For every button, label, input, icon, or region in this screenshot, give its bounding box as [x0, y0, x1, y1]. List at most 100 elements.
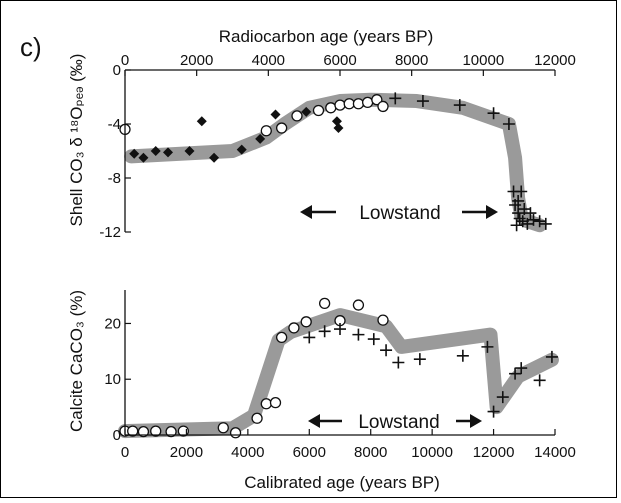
top-s0-diamond-point-9 [270, 109, 281, 120]
top-s2-plus-point-0 [389, 92, 402, 105]
bottom-axes: 0 2000 4000 6000 8000 10000 12000 14000 0 10 20 [104, 290, 576, 461]
top-x-tick-label: 4000 [252, 52, 285, 69]
bottom-s0-open-circle-point-17 [377, 314, 389, 326]
bottom-s1-plus-point-7 [413, 353, 426, 366]
top-s0-diamond-point-12 [333, 123, 344, 134]
top-y-tick-label: 0 [113, 62, 121, 79]
bottom-s0-open-circle-point-3 [150, 425, 162, 437]
bottom-s0-open-circle-point-10 [269, 397, 282, 409]
bottom-s0-open-circle-point-16 [352, 299, 365, 311]
top-y-tick-label: -4 [108, 116, 121, 133]
top-panel: 0 2000 4000 6000 8000 10000 12000 0 -4 -8 -12 Radi… [67, 27, 576, 241]
top-s1-open-circle-point-8 [352, 98, 365, 110]
top-s0-diamond-point-1 [138, 152, 149, 163]
bottom-s1-plus-point-9 [481, 340, 494, 353]
top-s0-diamond-point-6 [209, 152, 220, 163]
top-s2-plus-point-15 [524, 207, 537, 220]
top-s0-diamond-point-4 [184, 146, 195, 156]
top-y-tick-label: -12 [99, 224, 121, 241]
top-s2-plus-point-10 [513, 212, 526, 225]
bottom-s1-plus-point-2 [334, 323, 346, 336]
top-s2-plus-point-13 [518, 203, 531, 216]
top-s0-diamond-point-5 [196, 116, 207, 127]
bottom-x-tick-label: 10000 [411, 444, 453, 461]
bottom-s1-plus-point-13 [515, 362, 528, 375]
top-s1-open-circle-point-1 [260, 125, 272, 137]
top-s2-plus-point-7 [510, 219, 523, 232]
top-s2-plus-point-1 [416, 95, 429, 108]
bottom-y-tick-label: 20 [104, 315, 121, 332]
bottom-x-tick-label: 8000 [354, 444, 387, 461]
bottom-x-tick-label: 4000 [231, 444, 264, 461]
top-s1-open-circle-point-7 [343, 98, 355, 110]
bottom-y-axis-title: Calcite CaCO₃ (%) [67, 290, 86, 432]
bottom-s1-plus-point-5 [380, 344, 393, 357]
top-x-tick-label: 10000 [462, 52, 504, 69]
bottom-s1-plus-point-1 [318, 325, 331, 338]
bottom-s1-plus-point-10 [487, 405, 500, 418]
top-s2-plus-point-16 [527, 213, 540, 226]
bottom-lowstand-annotation: Lowstand [308, 412, 482, 433]
top-s0-diamond-point-0 [129, 148, 140, 159]
bottom-x-tick-label: 2000 [170, 444, 203, 461]
top-lowstand-label: Lowstand [359, 203, 440, 224]
top-data-points [119, 92, 552, 232]
bottom-s0-open-circle-point-8 [251, 412, 263, 424]
top-x-tick-label: 12000 [534, 52, 576, 69]
top-s1-open-circle-point-5 [325, 102, 337, 114]
bottom-s1-plus-point-11 [496, 391, 509, 404]
top-x-tick-label: 8000 [395, 52, 428, 69]
top-y-axis-title: Shell CO₃ δ ¹⁸Oₚₑₔ (‰) [67, 54, 86, 227]
bottom-s0-open-circle-point-9 [260, 398, 272, 410]
top-s1-open-circle-point-6 [334, 99, 346, 111]
bottom-s0-open-circle-point-14 [318, 297, 331, 310]
top-x-tick-label: 0 [121, 52, 129, 69]
bottom-s0-open-circle-point-11 [275, 331, 288, 344]
top-lowstand-annotation: Lowstand [300, 203, 498, 224]
top-s2-plus-point-8 [512, 194, 525, 207]
top-s2-plus-point-11 [515, 185, 528, 198]
bottom-s1-plus-point-14 [533, 374, 546, 387]
top-s2-plus-point-9 [512, 207, 525, 220]
bottom-x-axis-title: Calibrated age (years BP) [244, 473, 440, 492]
bottom-x-tick-label: 6000 [293, 444, 326, 461]
top-s2-plus-point-14 [521, 217, 534, 230]
bottom-x-tick-label: 14000 [534, 444, 576, 461]
top-s1-open-circle-point-4 [312, 104, 325, 117]
bottom-s0-open-circle-point-7 [229, 427, 242, 439]
top-axes: 0 2000 4000 6000 8000 10000 12000 0 -4 -8 -12 [99, 52, 576, 241]
bottom-x-tick-label: 0 [121, 444, 129, 461]
bottom-lowstand-label: Lowstand [358, 412, 439, 433]
top-x-tick-label: 2000 [180, 52, 213, 69]
panel-label: c) [20, 32, 42, 62]
bottom-s0-open-circle-point-4 [165, 426, 177, 438]
bottom-s0-open-circle-point-2 [137, 426, 150, 438]
bottom-x-tick-label: 12000 [473, 444, 515, 461]
bottom-s0-open-circle-point-12 [288, 322, 300, 334]
bottom-s1-plus-point-8 [456, 349, 469, 362]
top-s2-plus-point-4 [502, 118, 515, 130]
top-s0-diamond-point-10 [301, 106, 312, 117]
top-axis-title: Radiocarbon age (years BP) [219, 27, 434, 46]
top-s0-diamond-point-8 [255, 133, 266, 144]
bottom-panel: 0 2000 4000 6000 8000 10000 12000 14000 0 10 20 Ca… [67, 290, 576, 492]
bottom-s0-open-circle-point-6 [217, 422, 229, 434]
top-s0-diamond-point-3 [163, 147, 173, 158]
bottom-s1-plus-point-3 [352, 328, 365, 341]
top-s1-open-circle-point-11 [377, 100, 389, 113]
bottom-data-points [119, 297, 558, 439]
top-s1-open-circle-point-3 [291, 110, 303, 122]
top-s0-diamond-point-11 [331, 116, 342, 127]
top-s2-plus-point-3 [487, 107, 500, 120]
top-s2-plus-point-18 [539, 217, 552, 230]
bottom-s1-plus-point-4 [367, 333, 380, 346]
top-s1-open-circle-point-2 [275, 122, 288, 134]
top-s0-diamond-point-7 [236, 144, 247, 155]
top-y-tick-label: -8 [108, 170, 121, 187]
top-s1-open-circle-point-9 [361, 96, 374, 109]
top-x-tick-label: 6000 [323, 52, 356, 69]
bottom-s1-plus-point-12 [509, 367, 522, 380]
bottom-s0-open-circle-point-13 [300, 316, 312, 328]
bottom-s0-open-circle-point-1 [127, 425, 139, 437]
